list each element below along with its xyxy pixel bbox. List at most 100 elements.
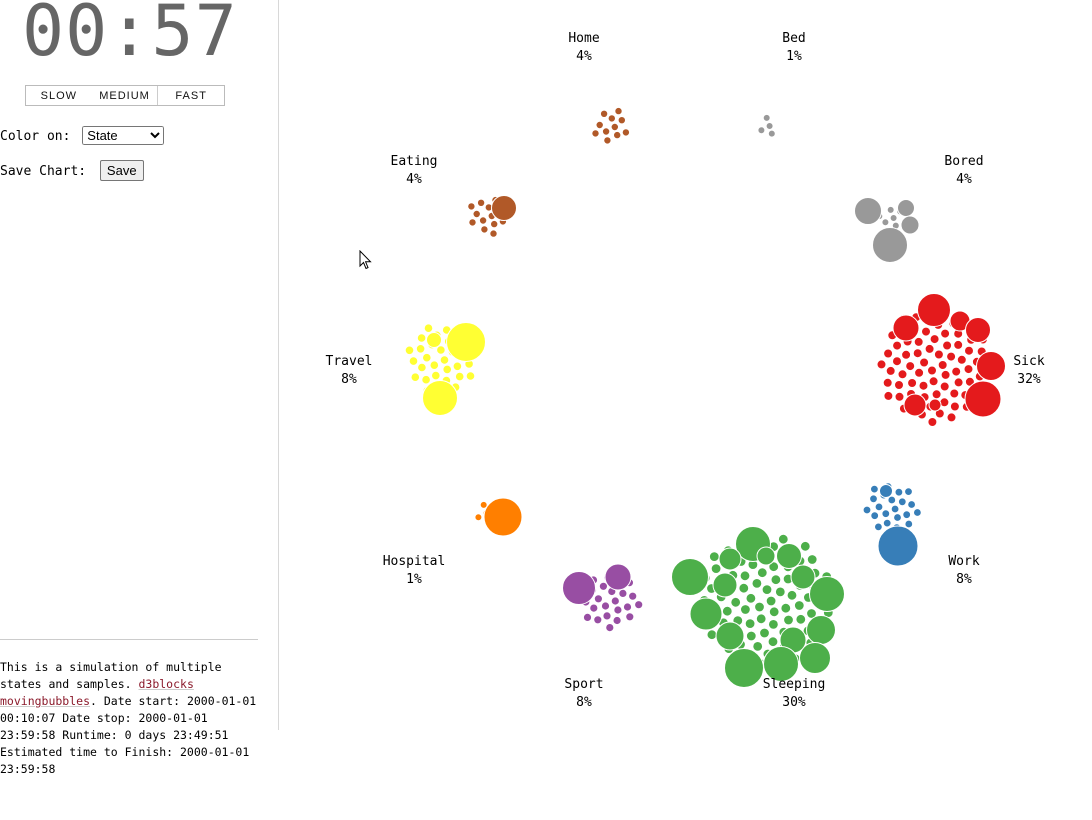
sample-dot [775, 586, 786, 598]
state-percentage: 4% [576, 49, 592, 64]
sample-bubble [491, 195, 517, 221]
sample-dot [745, 593, 757, 604]
sample-dot [768, 619, 779, 630]
sample-bubble [900, 215, 920, 235]
sample-dot [474, 513, 483, 521]
sample-dot [480, 225, 489, 234]
save-chart-label: Save Chart: [0, 164, 87, 179]
sample-dot [913, 337, 924, 347]
sample-dot [598, 581, 608, 591]
state-percentage: 1% [786, 49, 802, 64]
sample-dot [929, 334, 940, 344]
sample-dot [869, 494, 878, 503]
color-on-row: Color on: State [0, 126, 165, 145]
sample-dot [467, 202, 476, 211]
sample-dot [761, 584, 773, 595]
state-percentage: 8% [341, 372, 357, 387]
sample-dot [593, 615, 603, 625]
sample-dot [431, 370, 441, 381]
sample-bubble [790, 564, 816, 590]
sample-dot [939, 381, 950, 392]
sample-dot [746, 630, 757, 642]
sample-dot [918, 380, 929, 391]
sample-dot [628, 591, 638, 601]
color-on-select[interactable]: State [82, 126, 165, 145]
movingbubbles-link[interactable]: movingbubbles [0, 694, 91, 708]
sample-dot [762, 114, 771, 122]
state-label: Bed [782, 31, 805, 46]
sample-dot [887, 495, 896, 505]
sample-dot [600, 109, 609, 118]
sample-bubble [928, 398, 942, 412]
cluster-bed [757, 114, 776, 138]
sample-dot [870, 484, 879, 494]
sample-dot [770, 574, 782, 585]
sample-dot [455, 371, 465, 382]
cluster-bored [854, 197, 920, 263]
speed-slow-button[interactable]: SLOW [26, 86, 92, 105]
sample-bubble [806, 615, 836, 645]
state-label: Sick [1013, 354, 1044, 369]
sample-dot [479, 501, 488, 509]
state-percentage: 8% [576, 695, 592, 710]
mouse-cursor-icon [359, 250, 372, 270]
sample-dot [769, 606, 780, 618]
sample-bubble [446, 322, 486, 362]
d3blocks-link[interactable]: d3blocks [138, 677, 194, 691]
sample-dot [625, 612, 635, 622]
sample-dot [892, 356, 902, 367]
moving-bubbles-chart: Home 4% Bed 1% Eating 4% Bored 4% Travel 8% Sick 32… [326, 31, 1045, 710]
sample-dot [710, 563, 722, 574]
sample-bubble [897, 199, 915, 217]
sample-dot [946, 412, 957, 423]
clock-display: 00:57 [22, 0, 238, 72]
sample-dot [738, 583, 750, 594]
sample-bubble [671, 558, 709, 596]
sample-dot [452, 361, 462, 371]
sample-dot [913, 508, 922, 517]
cluster-home [591, 107, 630, 145]
sample-dot [806, 608, 817, 619]
sample-dot [404, 345, 415, 355]
sample-dot [613, 131, 622, 140]
sample-dot [591, 129, 600, 138]
sample-dot [937, 360, 948, 370]
sample-dot [928, 376, 939, 387]
sample-dot [740, 604, 751, 615]
cluster-work [862, 482, 922, 567]
state-label: Eating [391, 154, 438, 169]
sample-dot [589, 603, 599, 613]
sample-dot [876, 359, 887, 370]
sample-bubble [718, 547, 742, 571]
sample-dot [964, 345, 974, 356]
sample-dot [963, 364, 974, 374]
sample-bubble [976, 351, 1006, 381]
sample-dot [613, 605, 623, 615]
sample-bubble [872, 227, 908, 263]
sample-dot [752, 641, 763, 652]
sample-dot [881, 218, 890, 227]
state-percentage: 4% [956, 172, 972, 187]
sample-dot [601, 601, 610, 611]
sample-dot [934, 349, 944, 360]
sample-dot [767, 129, 776, 138]
sample-dot [921, 326, 931, 337]
sample-dot [786, 590, 798, 601]
sample-dot [410, 372, 420, 382]
sample-dot [951, 366, 961, 377]
state-percentage: 32% [1017, 372, 1041, 387]
sample-dot [950, 401, 960, 412]
sample-dot [423, 323, 434, 333]
sample-dot [894, 391, 905, 402]
speed-fast-button[interactable]: FAST [157, 86, 225, 105]
sample-dot [780, 603, 792, 614]
cluster-sport [562, 563, 644, 632]
sample-dot [914, 367, 924, 378]
sample-dot [919, 357, 929, 368]
sample-dot [862, 505, 872, 515]
save-button[interactable]: Save [99, 160, 144, 181]
sample-bubble [854, 197, 882, 225]
sample-dot [892, 340, 902, 351]
sample-dot [417, 333, 427, 343]
speed-medium-button[interactable]: MEDIUM [91, 86, 158, 105]
